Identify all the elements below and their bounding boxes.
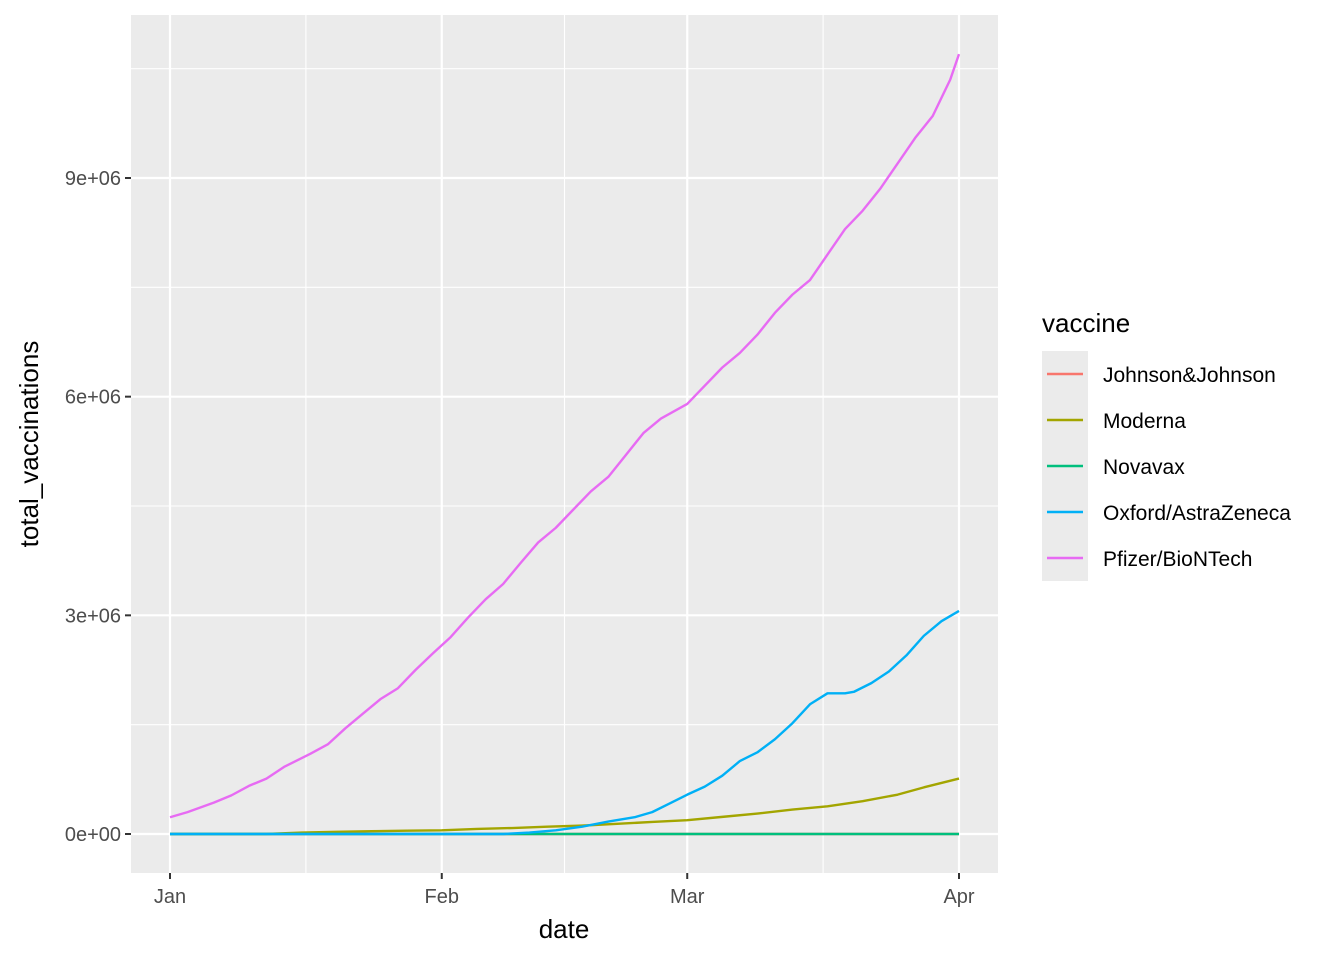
series-line-moderna — [170, 777, 960, 836]
series-line-pfizer-biontech — [169, 53, 961, 819]
legend-label-novavax: Novavax — [1103, 456, 1185, 479]
legend-label-johnson-johnson: Johnson&Johnson — [1103, 364, 1276, 387]
y-tick-label: 0e+00 — [65, 824, 121, 846]
y-axis: 0e+00 3e+06 6e+06 9e+06 — [65, 168, 131, 846]
x-tick-label: Apr — [943, 886, 974, 908]
x-tick-label: Mar — [670, 886, 705, 908]
legend: vaccine Johnson&Johnson Moderna Novavax Oxf… — [1042, 308, 1291, 581]
y-tick-label: 6e+06 — [65, 387, 121, 409]
x-tick-label: Jan — [154, 886, 186, 908]
series-line-oxford-astrazeneca — [170, 609, 960, 836]
x-tick-label: Feb — [425, 886, 459, 908]
x-axis-title: date — [539, 914, 590, 944]
y-axis-title: total_vaccinations — [14, 341, 44, 548]
minor-gridlines — [131, 15, 998, 873]
y-tick-label: 3e+06 — [65, 605, 121, 627]
legend-label-moderna: Moderna — [1103, 410, 1186, 433]
legend-items: Johnson&Johnson Moderna Novavax Oxford/Astr… — [1042, 351, 1291, 581]
legend-label-pfizer-biontech: Pfizer/BioNTech — [1103, 548, 1252, 571]
legend-title: vaccine — [1042, 308, 1130, 338]
series-lines — [169, 53, 961, 836]
legend-label-oxford-astrazeneca: Oxford/AstraZeneca — [1103, 502, 1291, 525]
y-tick-label: 9e+06 — [65, 168, 121, 190]
x-axis: Jan Feb Mar Apr — [154, 873, 975, 908]
